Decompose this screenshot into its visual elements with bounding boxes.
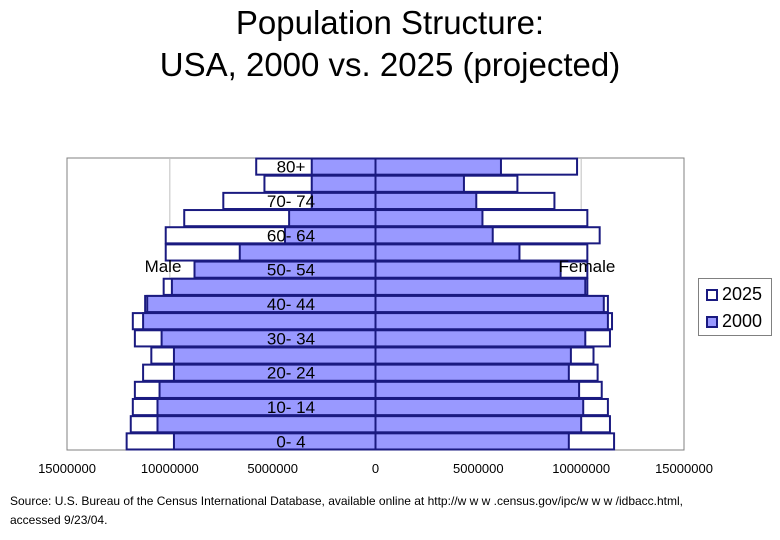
bar-2000-female-8 (374, 294, 605, 314)
bar-2000-female-5 (374, 346, 572, 365)
bar-2000-male-5 (172, 346, 377, 365)
chart-title-line-2: USA, 2000 vs. 2025 (projected) (159, 46, 621, 83)
bar-2000-female-12 (374, 226, 494, 245)
x-axis-tick-labels: 15000000 10000000 5000000 0 5000000 10000000 1… (38, 461, 713, 476)
male-side-label: Male (145, 257, 182, 276)
age-group-label-12: 60- 64 (267, 226, 315, 245)
chart-title-line-1: Population Structure: (235, 4, 545, 41)
female-side-label: Female (559, 257, 616, 276)
legend-swatch-2000 (706, 316, 718, 328)
legend-label-2000: 2000 (722, 311, 763, 331)
bar-2000-male-0 (172, 432, 377, 451)
x-tick-label-1: 10000000 (141, 461, 199, 476)
age-group-labels: 0- 4 10- 14 20- 24 30- 34 40- 44 50- 54 60- 64… (267, 158, 315, 452)
bar-2000-female-11 (374, 243, 521, 262)
bar-2000-female-2 (374, 397, 585, 417)
x-tick-label-2: 5000000 (247, 461, 298, 476)
chart-title: Population Structure: USA, 2000 vs. 2025… (0, 2, 780, 86)
bar-2000-male-8 (146, 294, 377, 314)
x-tick-label-4: 5000000 (453, 461, 504, 476)
bar-2000-female-0 (374, 432, 570, 451)
age-group-label-2: 10- 14 (267, 398, 315, 417)
bar-2000-female-6 (374, 329, 587, 348)
bar-2000-male-13 (288, 209, 377, 228)
legend-swatch-2025 (706, 289, 718, 301)
bar-2000-male-14 (310, 191, 377, 211)
bar-2000-female-10 (374, 260, 562, 279)
legend-item-2000: 2000 (706, 311, 762, 331)
bar-2000-male-7 (142, 312, 377, 331)
bar-2000-female-13 (374, 209, 484, 228)
bars (125, 157, 616, 451)
bar-2000-male-9 (170, 277, 377, 296)
legend-label-2025: 2025 (722, 284, 763, 304)
age-group-label-8: 40- 44 (267, 295, 315, 314)
bar-2000-female-1 (374, 415, 583, 434)
bar-2000-female-9 (374, 277, 587, 296)
bar-2000-male-3 (158, 380, 377, 399)
x-tick-label-6: 15000000 (655, 461, 713, 476)
bar-2000-female-15 (374, 174, 465, 193)
age-group-label-6: 30- 34 (267, 329, 315, 348)
x-tick-label-3: 0 (372, 461, 379, 476)
age-group-label-0: 0- 4 (276, 432, 305, 451)
bar-2000-male-11 (238, 243, 377, 262)
bar-2000-male-15 (310, 174, 377, 193)
legend: 2025 2000 (698, 278, 772, 336)
age-group-label-14: 70- 74 (267, 192, 315, 211)
bar-2000-female-3 (374, 380, 581, 399)
age-group-label-16: 80+ (277, 158, 306, 177)
x-tick-label-0: 15000000 (38, 461, 96, 476)
bar-2000-male-1 (156, 415, 377, 434)
source-line-2: accessed 9/23/04. (10, 513, 108, 527)
bar-2000-male-16 (310, 157, 377, 176)
bar-2000-female-14 (374, 191, 478, 211)
bar-2000-female-16 (374, 157, 502, 176)
bar-2000-female-7 (374, 312, 609, 331)
bar-2000-female-4 (374, 363, 570, 382)
source-note: Source: U.S. Bureau of the Census Intern… (10, 492, 770, 530)
age-group-label-4: 20- 24 (267, 364, 315, 383)
legend-item-2025: 2025 (706, 284, 762, 304)
x-tick-label-5: 10000000 (552, 461, 610, 476)
source-line-1: Source: U.S. Bureau of the Census Intern… (10, 494, 684, 508)
age-group-label-10: 50- 54 (267, 261, 315, 280)
population-pyramid-chart: 0- 4 10- 14 20- 24 30- 34 40- 44 50- 54 60- 64… (38, 157, 713, 476)
